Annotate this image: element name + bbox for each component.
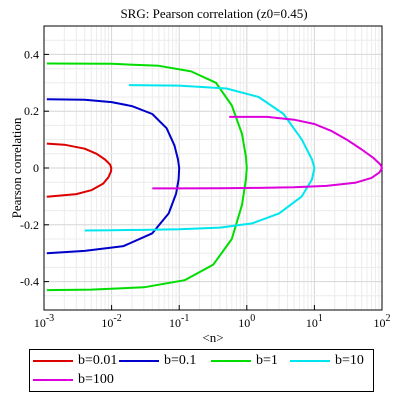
x-tick-label: 10-2: [101, 313, 121, 330]
y-axis-label: Pearson correlation: [9, 117, 24, 218]
legend-label: b=1: [256, 353, 278, 368]
legend-item: b=10: [290, 352, 364, 370]
legend-item: b=100: [33, 371, 114, 389]
x-tick-label: 102: [374, 313, 391, 330]
series-line-b-100: [152, 115, 383, 190]
x-axis-label: <n>: [202, 330, 223, 345]
grid: [44, 26, 382, 310]
x-tick-label: 10-1: [169, 313, 189, 330]
y-tick-label: 0: [33, 161, 39, 175]
legend-swatch: [33, 360, 73, 362]
series-line-b-10: [84, 84, 316, 232]
chart-title: SRG: Pearson correlation (z0=0.45): [120, 6, 307, 21]
legend-item: b=1: [211, 352, 278, 370]
legend-swatch: [119, 360, 159, 362]
y-tick-label: -0.2: [20, 218, 39, 232]
legend-label: b=10: [335, 353, 364, 368]
series-layer: [46, 62, 383, 292]
x-tick-label: 10-3: [34, 313, 54, 330]
y-tick-label: 0.4: [24, 47, 39, 61]
legend-swatch: [33, 379, 73, 381]
legend: b=0.01 b=0.1 b=1 b=10 b=100: [29, 349, 374, 392]
legend-item: b=0.01: [33, 352, 117, 370]
legend-label: b=0.01: [78, 353, 118, 368]
chart: SRG: Pearson correlation (z0=0.45) 0.40.…: [9, 6, 391, 345]
series-line-b-1: [46, 62, 248, 292]
legend-label: b=0.1: [164, 353, 197, 368]
legend-label: b=100: [78, 372, 114, 387]
y-tick-label: 0.2: [24, 104, 39, 118]
series-line-b-0-1: [46, 98, 181, 255]
axis-ticks: 0.4 0.2 0 -0.2 -0.4 10-3 10-2 10-1 100 101 102: [20, 47, 391, 330]
legend-item: b=0.1: [119, 352, 196, 370]
x-tick-label: 101: [306, 313, 323, 330]
legend-swatch: [211, 360, 251, 362]
x-tick-label: 100: [238, 313, 255, 330]
legend-swatch: [290, 360, 330, 362]
series-line-b-0-01: [46, 142, 113, 198]
y-tick-label: -0.4: [20, 275, 39, 289]
